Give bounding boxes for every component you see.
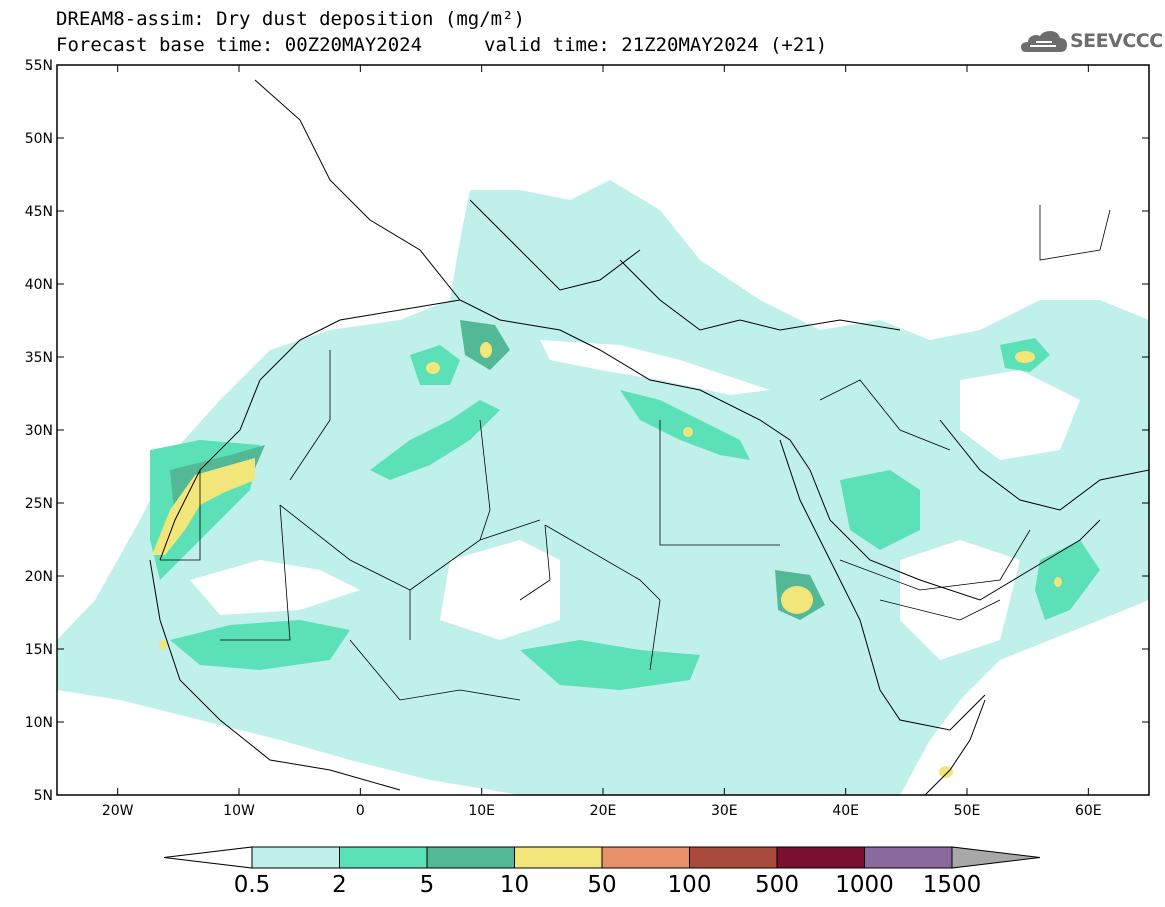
dust-area-yellow: [683, 427, 693, 437]
dust-area-yellow: [159, 640, 167, 650]
y-tick-label: 10N: [25, 715, 53, 731]
colorbar-segment: [864, 846, 953, 869]
dust-area-yellow: [1015, 351, 1035, 363]
dust-area-yellow: [426, 362, 440, 374]
dust-contours: [57, 79, 1149, 795]
x-tick-label: 50E: [954, 803, 981, 819]
colorbar-segment: [776, 846, 865, 869]
x-tick-label: 40E: [832, 803, 859, 819]
y-tick-label: 40N: [25, 277, 53, 293]
colorbar-label: 50: [587, 872, 617, 898]
y-tick-label: 20N: [25, 569, 53, 585]
clear-area: [440, 540, 560, 640]
colorbar-segment: [426, 846, 515, 869]
dust-area-yellow: [1054, 577, 1062, 587]
y-tick-label: 5N: [34, 788, 53, 804]
clear-area: [960, 370, 1080, 460]
x-tick-label: 30E: [711, 803, 738, 819]
colorbar-label: 10: [499, 872, 530, 898]
x-tick-label: 10E: [468, 803, 495, 819]
colorbar-label: 2: [332, 872, 347, 898]
forecast-base-time: Forecast base time: 00Z20MAY2024: [56, 34, 423, 56]
dust-area-medium: [620, 390, 750, 460]
x-tick-label: 20W: [102, 803, 134, 819]
clear-area: [190, 560, 360, 615]
valid-time: valid time: 21Z20MAY2024 (+21): [484, 34, 828, 56]
dust-area-medium: [1035, 540, 1100, 620]
colorbar-label: 1500: [922, 872, 982, 898]
seevccc-logo: SEEVCCC: [1018, 28, 1163, 56]
y-tick-label: 30N: [25, 423, 53, 439]
colorbar-over-arrow: [951, 846, 1041, 869]
map-title: DREAM8-assim: Dry dust deposition (mg/m²…: [56, 8, 525, 30]
x-tick-label: 60E: [1075, 803, 1102, 819]
colorbar-label: 500: [755, 872, 799, 898]
x-tick-label: 10W: [223, 803, 255, 819]
cloud-icon: [1021, 31, 1067, 52]
colorbar-segment: [251, 846, 340, 869]
colorbar-segment: [339, 846, 428, 869]
y-tick-label: 25N: [25, 496, 53, 512]
borders: [160, 205, 1111, 701]
y-tick-label: 50N: [25, 131, 53, 147]
y-tick-label: 55N: [25, 58, 53, 74]
colorbar-label: 100: [667, 872, 712, 898]
colorbar: [163, 846, 1041, 869]
dust-area-medium: [370, 400, 500, 480]
colorbar-label: 5: [419, 872, 435, 898]
dust-area-medium: [170, 620, 350, 670]
colorbar-segment: [601, 846, 690, 869]
clear-area: [900, 540, 1020, 660]
colorbar-label: 1000: [835, 872, 894, 898]
dust-area-yellow: [939, 766, 953, 778]
dust-area-yellow: [480, 342, 492, 358]
colorbar-segment: [689, 846, 778, 869]
dust-area-medium: [840, 470, 920, 550]
x-tick-label: 0: [356, 803, 365, 819]
colorbar-segment: [514, 846, 603, 869]
y-tick-label: 15N: [25, 642, 53, 658]
y-tick-label: 35N: [25, 350, 53, 366]
dust-area-medium: [520, 640, 700, 690]
coastlines: [149, 79, 1149, 795]
dust-area-yellow: [152, 458, 255, 555]
x-tick-label: 20E: [590, 803, 617, 819]
clear-area: [540, 340, 770, 395]
colorbar-label: 0.5: [233, 872, 271, 898]
axis-ticks: 20W 10W 0 10E 20E 30E 40E 50E 60E 5N 10N 15N 20N 25N 3…: [25, 58, 1149, 819]
y-tick-label: 45N: [25, 204, 53, 220]
colorbar-under-arrow: [163, 846, 253, 869]
logo-text: SEEVCCC: [1070, 30, 1163, 52]
dust-area-yellow: [781, 586, 813, 614]
